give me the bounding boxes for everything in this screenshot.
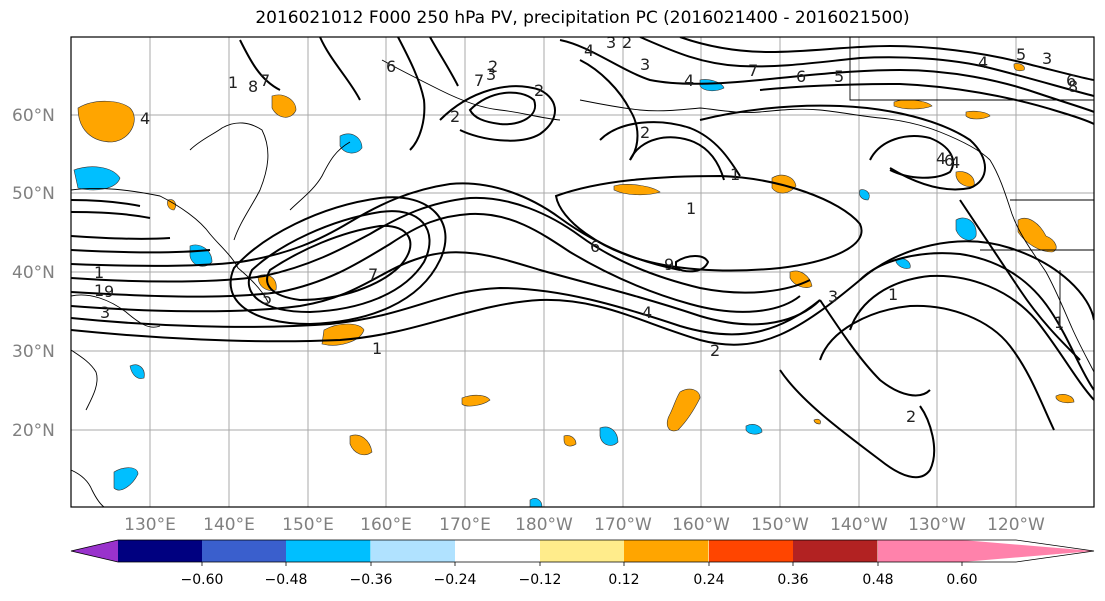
colorbar-tick: −0.60 <box>181 572 224 588</box>
pv-contours <box>71 37 1094 479</box>
colorbar-bin <box>118 540 203 562</box>
contour-label: 1 <box>1054 313 1064 332</box>
lon-label: 140°W <box>830 515 888 535</box>
lon-label: 180°W <box>515 515 573 535</box>
lon-label: 150°E <box>282 515 334 535</box>
colorbar: −0.60 −0.48 −0.36 −0.24 −0.12 0.12 0.24 … <box>70 539 1095 588</box>
contour-label: 6 <box>590 237 600 256</box>
contour-label: 8 <box>1068 77 1078 96</box>
colorbar-tick: 0.36 <box>777 572 808 588</box>
colorbar-tick: −0.48 <box>265 572 308 588</box>
contour-label: 5 <box>262 289 272 308</box>
contour-label: 2 <box>906 407 916 426</box>
map-frame <box>70 36 1095 508</box>
longitude-labels: 130°E 140°E 150°E 160°E 170°E 180°W 170°… <box>124 515 1045 535</box>
colorbar-tick: −0.24 <box>434 572 477 588</box>
contour-label: 7 <box>748 61 758 80</box>
colorbar-extend-low <box>71 540 118 562</box>
lon-label: 160°W <box>672 515 730 535</box>
lon-label: 130°W <box>908 515 966 535</box>
lon-label: 160°E <box>360 515 412 535</box>
map-plot-area: 4 8 6 7 3 2 1 9 4 3 2 7 6 5 4 3 2 7 1 6 … <box>71 33 1094 507</box>
lon-label: 170°E <box>439 515 491 535</box>
contour-label: 3 <box>640 55 650 74</box>
lat-label: 40°N <box>12 263 55 283</box>
lat-label: 30°N <box>12 342 55 362</box>
latitude-labels: 60°N 50°N 40°N 30°N 20°N <box>12 106 55 441</box>
contour-label: 2 <box>450 107 460 126</box>
contour-label: 1 <box>94 263 104 282</box>
lon-label: 130°E <box>124 515 176 535</box>
contour-label: 9 <box>104 282 114 301</box>
contour-label: 3 <box>828 287 838 306</box>
colorbar-tick: −0.36 <box>350 572 393 588</box>
contour-label: 3 <box>606 33 616 52</box>
contour-label: 1 <box>686 199 696 218</box>
colorbar-bin <box>540 540 625 562</box>
map-title: 2016021012 F000 250 hPa PV, precipitatio… <box>255 8 910 28</box>
lat-label: 50°N <box>12 184 55 204</box>
contour-label: 6 <box>1066 71 1076 90</box>
lat-label: 20°N <box>12 421 55 441</box>
contour-label: 7 <box>474 71 484 90</box>
colorbar-bin <box>709 540 794 562</box>
contour-label: 3 <box>486 65 496 84</box>
contour-label: 4 <box>684 71 694 90</box>
contour-label: 1 <box>94 281 104 300</box>
contour-label: 4 <box>584 41 594 60</box>
contour-label: 5 <box>1016 45 1026 64</box>
contour-label: 4 <box>978 53 988 72</box>
contour-label: 1 <box>228 73 238 92</box>
lon-label: 170°W <box>594 515 652 535</box>
colorbar-tick: 0.24 <box>693 572 724 588</box>
contour-label: 2 <box>622 33 632 52</box>
colorbar-tick: 0.48 <box>862 572 893 588</box>
contour-label: 4 <box>140 109 150 128</box>
contour-label: 3 <box>100 303 110 322</box>
colorbar-tick: 0.60 <box>946 572 977 588</box>
colorbar-bin <box>202 540 287 562</box>
contour-label: 7 <box>368 265 378 284</box>
lon-label: 140°E <box>203 515 255 535</box>
colorbar-bin <box>793 540 878 562</box>
colorbar-bin <box>878 540 963 562</box>
contour-label: 1 <box>888 285 898 304</box>
contour-label: 4 <box>950 153 960 172</box>
colorbar-extend-high <box>962 540 1094 562</box>
contour-label: 4 <box>936 149 946 168</box>
lon-label: 150°W <box>751 515 809 535</box>
contour-label: 6 <box>796 67 806 86</box>
contour-label: 1 <box>372 339 382 358</box>
contour-label: 7 <box>260 71 270 90</box>
colorbar-bin <box>371 540 456 562</box>
contour-label: 6 <box>386 57 396 76</box>
lat-label: 60°N <box>12 106 55 126</box>
colorbar-tick: 0.12 <box>608 572 639 588</box>
contour-label: 2 <box>640 123 650 142</box>
contour-label: 1 <box>730 165 740 184</box>
contour-label: 9 <box>664 255 674 274</box>
contour-label: 4 <box>642 303 652 322</box>
contour-label: 5 <box>834 67 844 86</box>
contour-label: 2 <box>710 341 720 360</box>
contour-label: 2 <box>488 57 498 76</box>
contour-label: 3 <box>1042 49 1052 68</box>
colorbar-bin <box>455 540 540 562</box>
colorbar-bin <box>624 540 709 562</box>
lon-label: 120°W <box>987 515 1045 535</box>
colorbar-tick: −0.12 <box>519 572 562 588</box>
contour-label: 2 <box>534 81 544 100</box>
contour-label: 8 <box>248 77 258 96</box>
contour-labels: 4 8 6 7 3 2 1 9 4 3 2 7 6 5 4 3 2 7 1 6 … <box>94 33 1078 426</box>
contour-label: 6 <box>944 151 954 170</box>
colorbar-bin <box>286 540 371 562</box>
